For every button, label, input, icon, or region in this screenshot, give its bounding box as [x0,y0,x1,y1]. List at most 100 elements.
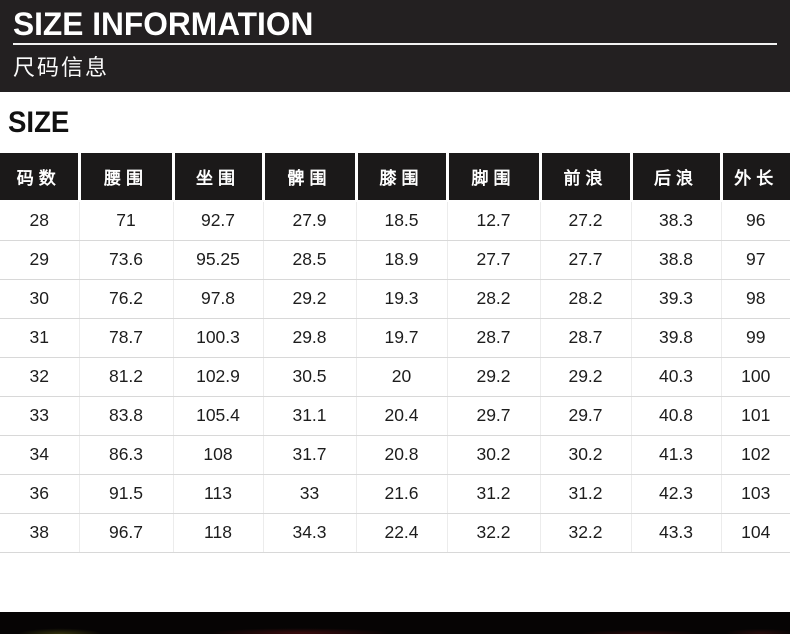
measurement-cell: 39.8 [631,318,722,358]
table-row: 38 96.7 118 34.3 22.4 32.2 32.2 43.3 104 [0,513,790,553]
measurement-cell: 86.3 [79,435,174,475]
table-row: 30 76.2 97.8 29.2 19.3 28.2 28.2 39.3 98 [0,279,790,319]
measurement-cell: 41.3 [631,435,722,475]
measurement-cell: 27.9 [263,201,357,241]
table-row: 32 81.2 102.9 30.5 20 29.2 29.2 40.3 100 [0,357,790,397]
measurement-cell: 28.7 [447,318,541,358]
column-header: 外长 [721,153,790,202]
measurement-cell: 76.2 [79,279,174,319]
measurement-cell: 29.7 [447,396,541,436]
measurement-cell: 71 [79,201,174,241]
measurement-cell: 29.7 [540,396,632,436]
table-row: 34 86.3 108 31.7 20.8 30.2 30.2 41.3 102 [0,435,790,475]
banner-subtitle: 尺码信息 [13,55,110,80]
measurement-cell: 97.8 [173,279,264,319]
table-row: 31 78.7 100.3 29.8 19.7 28.7 28.7 39.8 99 [0,318,790,358]
measurement-cell: 12.7 [447,201,541,241]
measurement-cell: 20 [356,357,448,397]
measurement-cell: 29.8 [263,318,357,358]
size-code-cell: 31 [0,318,80,358]
measurement-cell: 31.7 [263,435,357,475]
measurement-cell: 73.6 [79,240,174,280]
measurement-cell: 103 [721,474,790,514]
measurement-cell: 30.2 [447,435,541,475]
measurement-cell: 28.7 [540,318,632,358]
size-code-cell: 32 [0,357,80,397]
size-heading: SIZE [8,106,70,139]
measurement-cell: 22.4 [356,513,448,553]
measurement-cell: 30.5 [263,357,357,397]
measurement-cell: 28.2 [540,279,632,319]
measurement-cell: 27.7 [540,240,632,280]
size-code-cell: 33 [0,396,80,436]
measurement-cell: 20.4 [356,396,448,436]
measurement-cell: 38.8 [631,240,722,280]
table-header-row: 码数 腰围 坐围 髀围 膝围 脚围 前浪 后浪 外长 [0,153,790,202]
column-header: 码数 [0,153,81,202]
measurement-cell: 43.3 [631,513,722,553]
measurement-cell: 96 [721,201,790,241]
measurement-cell: 27.2 [540,201,632,241]
measurement-cell: 98 [721,279,790,319]
next-image-strip [0,612,790,634]
measurement-cell: 28.2 [447,279,541,319]
table-row: 29 73.6 95.25 28.5 18.9 27.7 27.7 38.8 97 [0,240,790,280]
measurement-cell: 101 [721,396,790,436]
measurement-cell: 19.7 [356,318,448,358]
measurement-cell: 29.2 [447,357,541,397]
table-row: 28 71 92.7 27.9 18.5 12.7 27.2 38.3 96 [0,201,790,241]
banner-title: SIZE INFORMATION [13,6,314,42]
measurement-cell: 31.2 [447,474,541,514]
measurement-cell: 32.2 [540,513,632,553]
measurement-cell: 40.3 [631,357,722,397]
measurement-cell: 118 [173,513,264,553]
measurement-cell: 95.25 [173,240,264,280]
measurement-cell: 102.9 [173,357,264,397]
measurement-cell: 83.8 [79,396,174,436]
size-code-cell: 30 [0,279,80,319]
table-row: 33 83.8 105.4 31.1 20.4 29.7 29.7 40.8 101 [0,396,790,436]
table-body: 28 71 92.7 27.9 18.5 12.7 27.2 38.3 96 29 73.6 95.2… [0,201,790,553]
column-header: 前浪 [540,153,633,202]
measurement-cell: 78.7 [79,318,174,358]
measurement-cell: 100 [721,357,790,397]
banner: SIZE INFORMATION 尺码信息 [0,0,790,92]
measurement-cell: 28.5 [263,240,357,280]
size-code-cell: 29 [0,240,80,280]
measurement-cell: 104 [721,513,790,553]
column-header: 后浪 [631,153,723,202]
size-code-cell: 28 [0,201,80,241]
measurement-cell: 105.4 [173,396,264,436]
table-row: 36 91.5 113 33 21.6 31.2 31.2 42.3 103 [0,474,790,514]
measurement-cell: 38.3 [631,201,722,241]
measurement-cell: 100.3 [173,318,264,358]
measurement-cell: 39.3 [631,279,722,319]
measurement-cell: 29.2 [540,357,632,397]
column-header: 脚围 [447,153,542,202]
column-header: 腰围 [79,153,175,202]
measurement-cell: 27.7 [447,240,541,280]
measurement-cell: 18.9 [356,240,448,280]
measurement-cell: 40.8 [631,396,722,436]
measurement-cell: 20.8 [356,435,448,475]
measurement-cell: 32.2 [447,513,541,553]
measurement-cell: 102 [721,435,790,475]
size-table-container: 码数 腰围 坐围 髀围 膝围 脚围 前浪 后浪 外长 28 71 92.7 27.9 18.5 12.7 2… [0,153,790,553]
measurement-cell: 113 [173,474,264,514]
measurement-cell: 42.3 [631,474,722,514]
measurement-cell: 97 [721,240,790,280]
column-header: 坐围 [173,153,265,202]
measurement-cell: 21.6 [356,474,448,514]
measurement-cell: 31.1 [263,396,357,436]
measurement-cell: 108 [173,435,264,475]
column-header: 膝围 [356,153,449,202]
measurement-cell: 81.2 [79,357,174,397]
size-code-cell: 36 [0,474,80,514]
measurement-cell: 91.5 [79,474,174,514]
measurement-cell: 34.3 [263,513,357,553]
size-code-cell: 38 [0,513,80,553]
measurement-cell: 31.2 [540,474,632,514]
column-header: 髀围 [263,153,358,202]
measurement-cell: 96.7 [79,513,174,553]
